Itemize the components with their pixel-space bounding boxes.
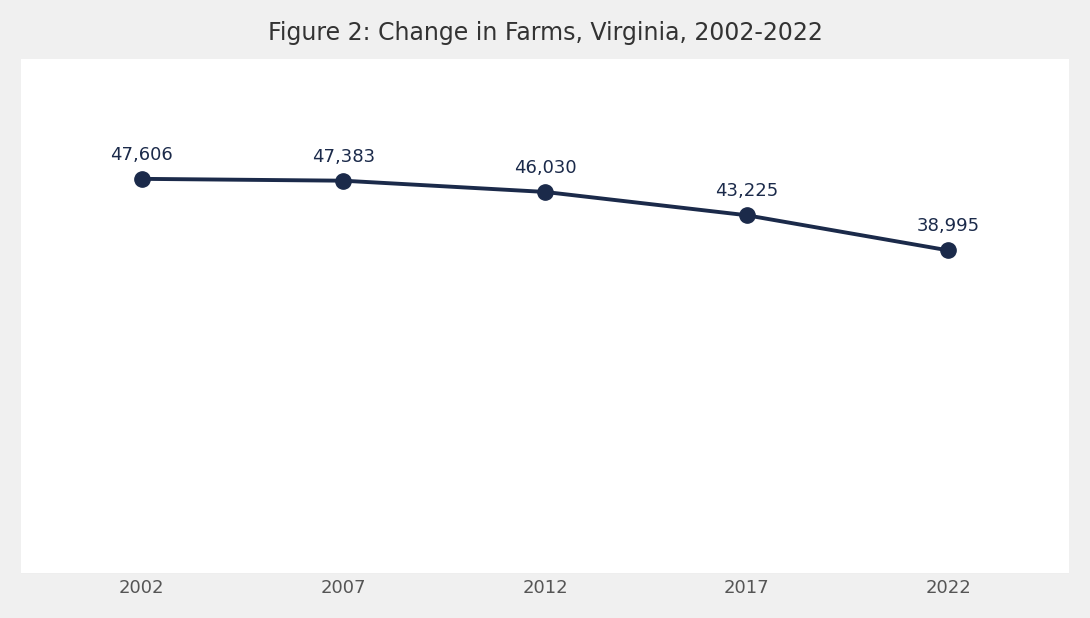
Text: 47,383: 47,383 <box>312 148 375 166</box>
Title: Figure 2: Change in Farms, Virginia, 2002-2022: Figure 2: Change in Farms, Virginia, 200… <box>267 21 823 45</box>
Text: 47,606: 47,606 <box>110 146 173 164</box>
Text: 38,995: 38,995 <box>917 218 980 235</box>
Text: 43,225: 43,225 <box>715 182 778 200</box>
Text: 46,030: 46,030 <box>513 159 577 177</box>
